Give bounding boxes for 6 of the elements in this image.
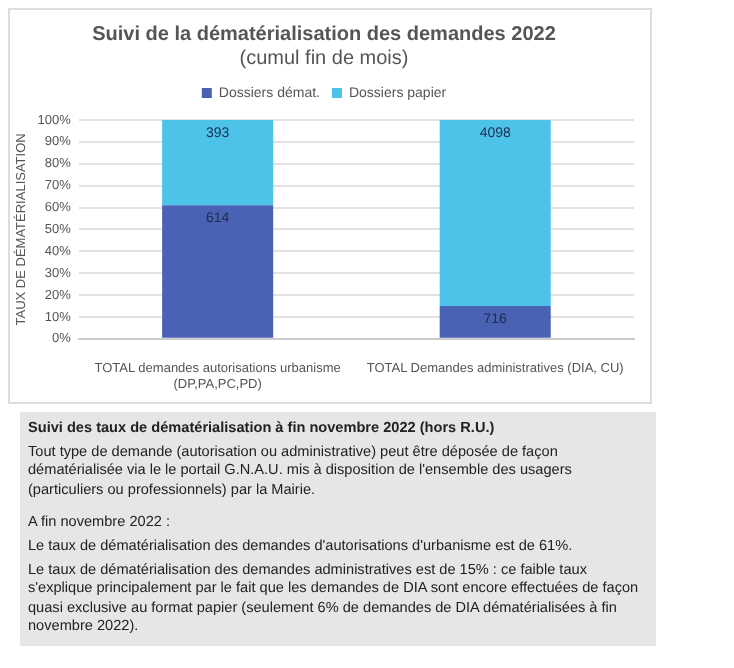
bar (162, 205, 274, 338)
chart-title: Suivi de la dématérialisation des demandes 2022 (92, 23, 557, 46)
chart-subtitle: (cumul fin de mois) (239, 47, 409, 70)
bar (162, 120, 274, 206)
bar (439, 305, 551, 338)
bar (439, 120, 551, 306)
